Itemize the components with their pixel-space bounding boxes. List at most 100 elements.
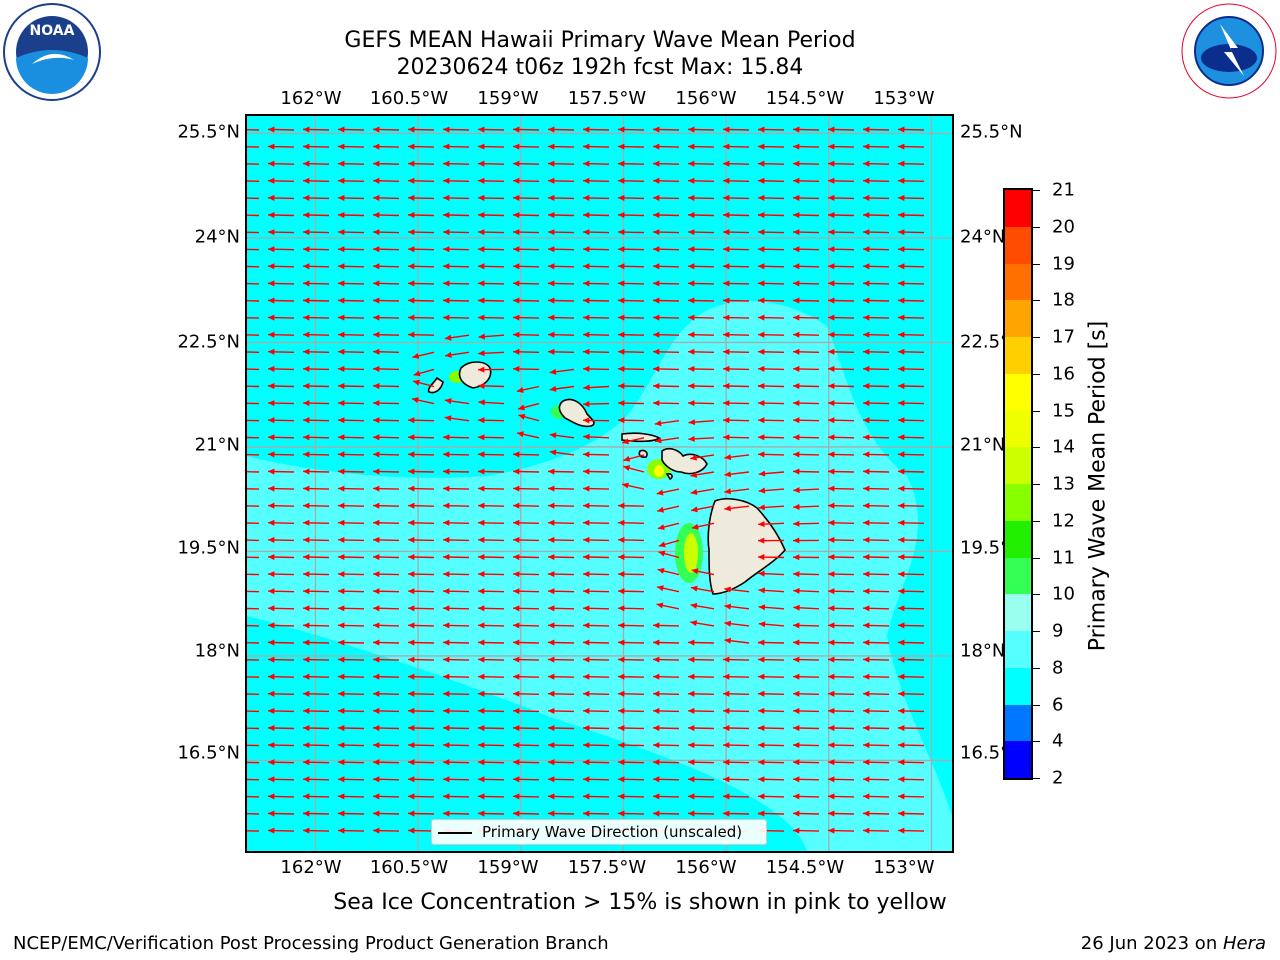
wave-direction-arrowhead bbox=[724, 620, 732, 627]
wave-direction-arrowhead bbox=[408, 194, 415, 201]
wave-direction-arrowhead bbox=[898, 519, 905, 526]
wave-direction-arrowhead bbox=[618, 211, 625, 219]
wave-direction-arrowhead bbox=[408, 211, 415, 219]
wave-direction-arrowhead bbox=[656, 602, 664, 609]
wave-direction-arrowhead bbox=[478, 605, 485, 612]
island-kahoolawe bbox=[665, 473, 673, 481]
wave-direction-arrowhead bbox=[268, 673, 275, 680]
wave-direction-arrowhead bbox=[373, 571, 380, 578]
wave-direction-arrowhead bbox=[618, 143, 625, 150]
wave-direction-arrowhead bbox=[898, 331, 905, 338]
wave-direction-arrowhead bbox=[303, 776, 310, 783]
wave-direction-arrowhead bbox=[338, 502, 345, 509]
wave-direction-arrowhead bbox=[618, 690, 625, 697]
wave-direction-arrowhead bbox=[548, 143, 555, 150]
wave-direction-arrowhead bbox=[338, 417, 345, 424]
wave-direction-arrowhead bbox=[618, 263, 625, 270]
wave-direction-arrowhead bbox=[268, 605, 275, 612]
wave-direction-arrowhead bbox=[688, 400, 695, 407]
wave-direction-arrowhead bbox=[443, 160, 450, 167]
colorbar-tick-label: 10 bbox=[1052, 583, 1075, 605]
wave-direction-arrowhead bbox=[268, 622, 275, 629]
wave-direction-arrow bbox=[247, 419, 260, 422]
wave-direction-arrowhead bbox=[443, 126, 450, 133]
wave-direction-arrowhead bbox=[443, 485, 450, 492]
wave-direction-arrowhead bbox=[583, 724, 590, 732]
wave-direction-arrowhead bbox=[478, 485, 485, 492]
wave-direction-arrowhead bbox=[268, 194, 275, 201]
wave-direction-arrowhead bbox=[583, 263, 590, 270]
wave-direction-arrowhead bbox=[268, 126, 275, 133]
wave-direction-arrowhead bbox=[618, 331, 625, 338]
wave-direction-arrowhead bbox=[724, 471, 732, 478]
wave-direction-arrowhead bbox=[583, 485, 590, 492]
wave-direction-arrowhead bbox=[408, 280, 415, 287]
lat-tick-right: 24°N bbox=[960, 226, 1006, 248]
wave-direction-arrowhead bbox=[583, 742, 590, 749]
wave-direction-arrowhead bbox=[690, 620, 698, 627]
wave-direction-arrowhead bbox=[408, 177, 415, 184]
wave-direction-arrowhead bbox=[478, 382, 485, 389]
wave-direction-arrowhead bbox=[373, 331, 380, 338]
wave-direction-arrowhead bbox=[793, 160, 800, 167]
wave-direction-arrowhead bbox=[408, 160, 415, 167]
wave-direction-arrowhead bbox=[583, 707, 590, 714]
colorbar-tick-label: 2 bbox=[1052, 767, 1064, 789]
island-hawaii bbox=[707, 498, 786, 595]
wave-direction-arrowhead bbox=[618, 707, 625, 714]
wave-direction-arrowhead bbox=[618, 571, 625, 578]
wave-direction-arrowhead bbox=[690, 454, 697, 461]
wave-direction-arrowhead bbox=[548, 246, 555, 253]
wave-direction-arrowhead bbox=[513, 622, 520, 629]
wave-direction-arrowhead bbox=[828, 194, 835, 201]
wave-direction-arrowhead bbox=[303, 417, 310, 424]
wave-direction-arrowhead bbox=[863, 707, 870, 714]
wave-direction-arrowhead bbox=[408, 297, 415, 304]
wave-direction-arrowhead bbox=[793, 622, 800, 629]
wave-direction-arrow bbox=[247, 351, 260, 353]
wave-direction-arrowhead bbox=[583, 433, 590, 440]
wave-direction-arrowhead bbox=[548, 724, 555, 732]
wave-direction-arrowhead bbox=[828, 707, 835, 714]
wave-direction-arrowhead bbox=[513, 742, 520, 749]
wave-direction-arrow bbox=[247, 539, 260, 542]
wave-direction-arrowhead bbox=[408, 622, 415, 629]
colorbar-segment bbox=[1005, 484, 1031, 521]
wave-direction-arrowhead bbox=[408, 331, 415, 338]
wave-direction-arrowhead bbox=[408, 519, 415, 526]
wave-direction-arrowhead bbox=[303, 451, 310, 458]
wave-direction-arrowhead bbox=[443, 314, 450, 321]
wave-direction-arrowhead bbox=[863, 229, 870, 236]
wave-direction-arrowhead bbox=[338, 263, 345, 270]
wave-direction-arrowhead bbox=[443, 229, 450, 236]
wave-direction-arrowhead bbox=[513, 211, 520, 219]
footer-date: 26 Jun 2023 on Hera bbox=[1081, 933, 1266, 954]
wave-direction-arrowhead bbox=[338, 690, 345, 697]
wave-direction-arrow bbox=[247, 317, 260, 319]
wave-direction-arrowhead bbox=[268, 297, 275, 304]
wave-direction-arrowhead bbox=[863, 263, 870, 270]
wave-direction-arrowhead bbox=[408, 742, 415, 749]
wave-direction-arrowhead bbox=[828, 160, 835, 167]
colorbar-tick-mark bbox=[1033, 484, 1040, 485]
wave-direction-arrowhead bbox=[828, 536, 835, 543]
wave-direction-arrowhead bbox=[653, 314, 660, 321]
wave-direction-arrowhead bbox=[828, 622, 835, 629]
wave-direction-arrowhead bbox=[408, 143, 415, 150]
wave-direction-arrowhead bbox=[338, 194, 345, 201]
wave-direction-arrowhead bbox=[863, 246, 870, 253]
wave-direction-arrowhead bbox=[758, 604, 766, 611]
wave-direction-arrowhead bbox=[724, 488, 732, 495]
wave-direction-arrowhead bbox=[863, 485, 870, 492]
wave-direction-arrowhead bbox=[517, 431, 524, 438]
wave-direction-arrowhead bbox=[793, 365, 800, 372]
wave-direction-arrowhead bbox=[513, 759, 520, 766]
wave-direction-arrowhead bbox=[828, 331, 835, 338]
wave-direction-arrowhead bbox=[653, 211, 660, 219]
wave-direction-arrowhead bbox=[338, 673, 345, 680]
wave-direction-arrowhead bbox=[303, 605, 310, 612]
wave-direction-arrowhead bbox=[758, 707, 765, 714]
wave-direction-arrowhead bbox=[793, 468, 800, 475]
wave-direction-arrowhead bbox=[690, 489, 698, 496]
lat-tick-right: 25.5°N bbox=[960, 121, 1023, 143]
